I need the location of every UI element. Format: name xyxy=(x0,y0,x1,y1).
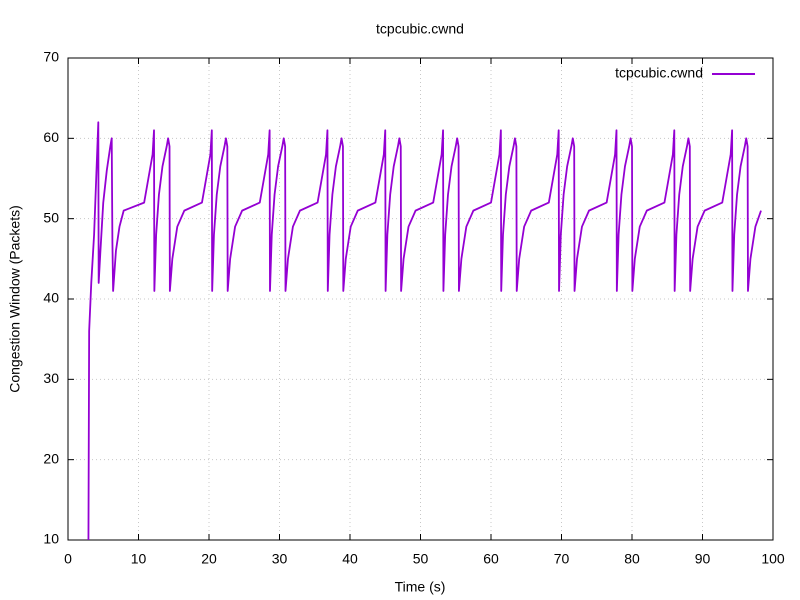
x-tick-label: 10 xyxy=(131,551,147,567)
chart-title: tcpcubic.cwnd xyxy=(376,21,464,37)
x-tick-label: 60 xyxy=(483,551,499,567)
y-axis-label: Congestion Window (Packets) xyxy=(7,205,23,393)
y-tick-label: 10 xyxy=(43,531,59,547)
x-axis-label: Time (s) xyxy=(395,579,446,595)
x-tick-label: 80 xyxy=(624,551,640,567)
legend-label: tcpcubic.cwnd xyxy=(615,65,703,81)
plot-frame xyxy=(67,57,774,541)
x-tick-label: 70 xyxy=(554,551,570,567)
x-tick-label: 30 xyxy=(272,551,288,567)
y-tick-label: 60 xyxy=(43,129,59,145)
y-tick-label: 30 xyxy=(43,370,59,386)
x-tick-label: 90 xyxy=(695,551,711,567)
y-tick-label: 70 xyxy=(43,49,59,65)
series-line xyxy=(87,121,762,541)
x-tick-label: 0 xyxy=(64,551,72,567)
y-tick-label: 50 xyxy=(43,209,59,225)
y-tick-label: 20 xyxy=(43,450,59,466)
y-tick-label: 40 xyxy=(43,290,59,306)
x-tick-label: 100 xyxy=(761,551,785,567)
x-tick-label: 40 xyxy=(342,551,358,567)
x-tick-label: 50 xyxy=(413,551,429,567)
x-tick-label: 20 xyxy=(201,551,217,567)
